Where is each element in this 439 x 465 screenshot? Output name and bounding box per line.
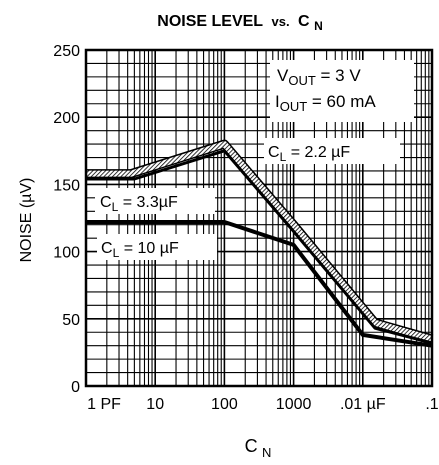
x-tick-label: 100 [211,396,238,413]
y-tick-label: 150 [53,177,80,194]
label-cl22-base: C [268,144,280,161]
y-tick-label: 50 [62,312,80,329]
x-tick-label: .1 [425,396,438,413]
label-cl22-sub: L [280,150,287,164]
series-line-cl22 [86,141,433,342]
label-cl33-text: CL = 3.3µF [100,194,178,214]
annotation-vout-sub: OUT [288,73,316,88]
annotation-iout: IOUT = 60 mA [275,92,376,114]
label-cl10-base: C [101,240,113,257]
annotation-vout-base: V [277,66,289,85]
x-axis-label-base: C [245,436,258,456]
label-cl22-text: CL = 2.2 µF [268,144,350,164]
annotation-vout: VOUT = 3 V [277,66,361,88]
x-tick-label: 10 [146,396,164,413]
x-axis-label: C N [245,436,272,460]
y-tick-label: 250 [53,43,80,60]
chart-title: NOISE LEVEL vs. C N [157,13,322,33]
plot-frame [84,48,434,388]
label-cl33-bg [95,188,215,214]
x-axis-label-sub: N [262,445,271,460]
series-lines [86,139,434,348]
label-cl33-sub: L [112,200,119,214]
conditions-annotation-bg [270,60,414,122]
chart-title-var: C [298,13,310,30]
chart-title-main: NOISE LEVEL [157,13,263,30]
y-tick-labels: 0 50 100 150 200 250 [53,43,80,396]
annotation-iout-rest: = 60 mA [307,92,376,111]
label-cl10-text: CL = 10 µF [101,240,179,260]
series-line-cl10 [86,220,433,348]
annotation-vout-rest: = 3 V [316,66,362,85]
y-axis-label: NOISE (µV) [18,178,35,263]
x-tick-label: 1 PF [87,396,121,413]
label-cl22-rest: = 2.2 µF [286,144,350,161]
x-tick-label: .01 µF [340,396,386,413]
x-tick-label: 1000 [276,396,312,413]
x-tick-labels: 1 PF 10 100 1000 .01 µF .1 [87,396,439,413]
label-cl33-rest: = 3.3µF [118,194,178,211]
annotation-iout-base: I [275,92,280,111]
label-cl22-bg [264,138,400,164]
y-tick-label: 0 [71,379,80,396]
annotation-iout-sub: OUT [280,99,308,114]
label-cl10-sub: L [113,246,120,260]
y-tick-label: 100 [53,245,80,262]
chart-title-var-sub: N [314,19,323,33]
label-cl22: CL = 2.2 µF [264,138,400,164]
y-tick-label: 200 [53,110,80,127]
label-cl10: CL = 10 µF [97,234,217,260]
chart-title-vs: vs. [272,14,290,29]
label-cl33-base: C [100,194,112,211]
series-line-cl33 [86,149,433,345]
label-cl33: CL = 3.3µF [95,188,215,214]
conditions-annotation: VOUT = 3 V IOUT = 60 mA [270,60,414,122]
label-cl10-rest: = 10 µF [119,240,179,257]
label-cl10-bg [97,234,217,260]
